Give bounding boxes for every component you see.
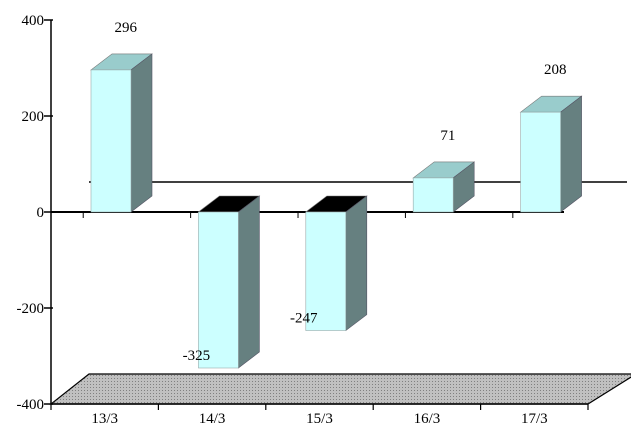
data-label-13/3: 296 (114, 20, 137, 36)
data-label-14/3: -325 (183, 348, 211, 364)
chart-floor-layer (49, 373, 631, 405)
data-label-16/3: 71 (440, 128, 455, 144)
bar-side-face (345, 195, 368, 332)
bar-side-face (238, 195, 260, 369)
bar-front-face (520, 111, 561, 213)
bar-13/3 (90, 53, 153, 213)
bar-side-face (130, 53, 153, 213)
y-tick-label-3: -200 (17, 301, 45, 317)
bar-front-face (305, 211, 347, 331)
axes-layer: 400 200 0 -200 -400 13/3 14/3 15/3 16/3 17/3 (17, 13, 589, 427)
data-label-17/3: 208 (544, 62, 567, 78)
data-label-15/3: -247 (290, 311, 318, 327)
y-tick-label-4: -400 (17, 397, 45, 413)
x-tick-label-0: 13/3 (91, 411, 118, 427)
bar-15/3 (304, 195, 368, 332)
y-tick-label-1: 200 (22, 109, 45, 125)
bar-17/3 (519, 95, 583, 213)
y-tick-label-0: 400 (22, 13, 45, 29)
x-tick-label-1: 14/3 (199, 411, 226, 427)
labels-layer: 296 -325 -247 71 208 (114, 20, 566, 364)
x-tick-label-3: 16/3 (414, 411, 441, 427)
x-tick-label-2: 15/3 (306, 411, 333, 427)
bar-front-face (412, 177, 454, 213)
bars-layer (90, 53, 583, 369)
y-tick-label-2: 0 (37, 205, 45, 221)
bar-front-face (198, 211, 239, 369)
bar-front-face (90, 69, 132, 213)
bar-14/3 (197, 195, 261, 369)
x-tick-label-4: 17/3 (521, 411, 548, 427)
chart-floor (49, 373, 631, 405)
bar-16/3 (412, 161, 476, 213)
bar-side-face (560, 95, 582, 213)
